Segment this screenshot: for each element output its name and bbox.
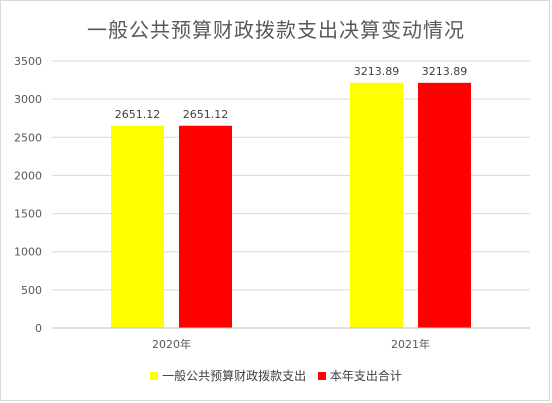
chart-title: 一般公共预算财政拨款支出决算变动情况 bbox=[87, 18, 465, 42]
data-label-series-1-2020年: 2651.12 bbox=[115, 108, 161, 121]
bar-series-2-2020年 bbox=[179, 125, 232, 328]
legend-swatch-series-2 bbox=[317, 372, 326, 380]
legend: 一般公共预算财政拨款支出 本年支出合计 bbox=[0, 367, 552, 384]
y-tick-label-6: 3000 bbox=[14, 93, 42, 106]
y-tick-label-1: 500 bbox=[21, 284, 42, 297]
bar-series-1-2021年 bbox=[350, 82, 403, 328]
y-tick-label-3: 1500 bbox=[14, 208, 42, 221]
legend-item-series-2: 本年支出合计 bbox=[317, 367, 402, 384]
bar-series-1-2020年 bbox=[111, 125, 164, 328]
data-label-series-1-2021年: 3213.89 bbox=[354, 65, 400, 78]
y-tick-label-5: 2500 bbox=[14, 131, 42, 144]
legend-label-series-2: 本年支出合计 bbox=[329, 369, 402, 383]
bar-series-2-2021年 bbox=[418, 82, 471, 328]
x-tick-label-0: 2020年 bbox=[152, 337, 191, 351]
x-tick-label-1: 2021年 bbox=[391, 337, 430, 351]
legend-swatch-series-1 bbox=[150, 372, 159, 380]
y-tick-label-2: 1000 bbox=[14, 246, 42, 259]
legend-item-series-1: 一般公共预算财政拨款支出 bbox=[150, 367, 306, 384]
data-label-series-2-2020年: 2651.12 bbox=[183, 108, 229, 121]
y-tick-label-4: 2000 bbox=[14, 169, 42, 182]
legend-label-series-1: 一般公共预算财政拨款支出 bbox=[162, 369, 307, 383]
data-label-series-2-2021年: 3213.89 bbox=[422, 65, 468, 78]
y-tick-label-0: 0 bbox=[35, 322, 42, 335]
y-tick-label-7: 3500 bbox=[14, 55, 42, 68]
